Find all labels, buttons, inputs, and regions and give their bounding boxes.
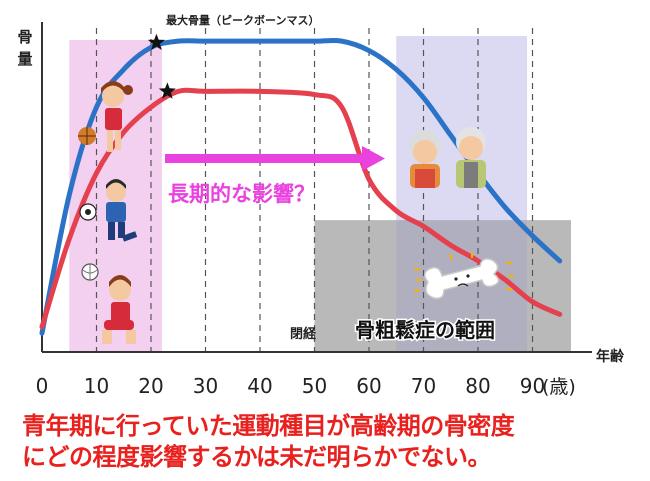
soccer-boy-icon <box>79 179 138 242</box>
x-tick-label: 40 <box>247 374 272 398</box>
volleyball-girl-icon <box>81 263 136 344</box>
long-term-arrow <box>165 146 385 171</box>
y-axis-title: 骨 量 <box>17 28 33 68</box>
x-axis-title: 年齢 <box>596 348 625 365</box>
x-tick-label: 0 <box>36 374 49 398</box>
conclusion-note: 青年期に行っていた運動種目が高齢期の骨密度 にどの程度影響するかは未だ明らかでな… <box>22 411 642 473</box>
series-line-2 <box>39 87 563 330</box>
elderly-band <box>396 36 528 221</box>
peak-label: 最大骨量（ピークボーンマス） <box>166 13 319 27</box>
x-tick-label: 50 <box>302 374 327 398</box>
x-unit-label: (歳) <box>542 376 576 398</box>
note-line-1: 青年期に行っていた運動種目が高齢期の骨密度 <box>22 412 515 440</box>
x-tick-label: 30 <box>193 374 218 398</box>
x-tick-label: 20 <box>138 374 163 398</box>
x-tick-label: 80 <box>465 374 490 398</box>
menopause-label: 閉経 <box>290 326 317 342</box>
peak-star-icon <box>147 33 165 50</box>
peak-star-icon <box>158 82 176 99</box>
osteoporosis-label: 骨粗鬆症の範囲 <box>355 318 495 342</box>
chart-canvas: 0 10 20 30 40 50 60 70 80 90 最大骨量（ピークボーンマス） 長期的な影… <box>36 13 625 398</box>
x-tick-label: 10 <box>84 374 109 398</box>
note-line-2: にどの程度影響するかは未だ明らかでない。 <box>22 443 492 471</box>
arrow-label: 長期的な影響？ <box>168 182 315 206</box>
elderly-couple-icon <box>409 127 486 188</box>
cracked-bone-icon <box>413 252 514 300</box>
basketball-girl-icon <box>78 81 133 152</box>
x-tick-label: 60 <box>356 374 381 398</box>
x-tick-label: 70 <box>411 374 436 398</box>
x-tick-label: 90 <box>520 374 545 398</box>
